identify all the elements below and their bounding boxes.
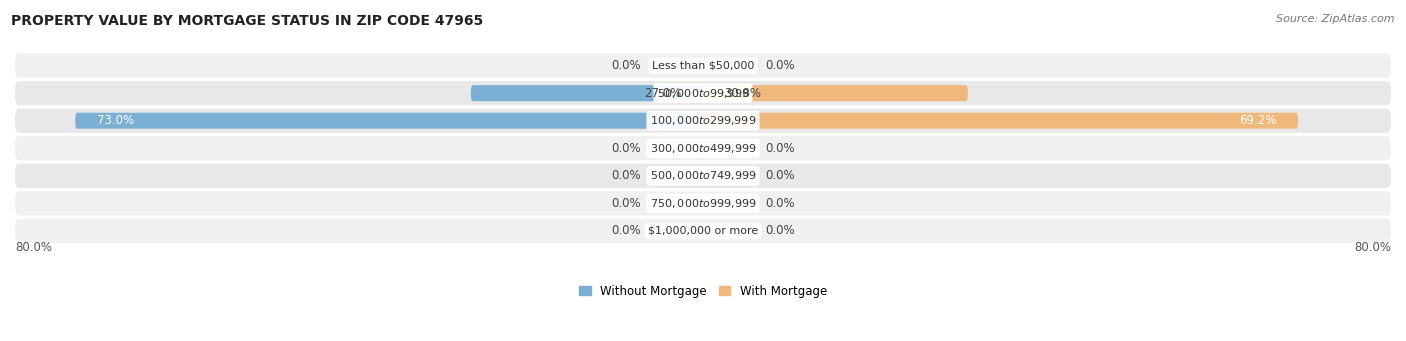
Text: 0.0%: 0.0% bbox=[612, 197, 641, 210]
Text: Less than $50,000: Less than $50,000 bbox=[652, 61, 754, 71]
Text: $750,000 to $999,999: $750,000 to $999,999 bbox=[650, 197, 756, 210]
FancyBboxPatch shape bbox=[703, 168, 755, 184]
Text: 73.0%: 73.0% bbox=[97, 114, 134, 127]
FancyBboxPatch shape bbox=[15, 108, 1391, 133]
Legend: Without Mortgage, With Mortgage: Without Mortgage, With Mortgage bbox=[574, 280, 832, 302]
Text: 0.0%: 0.0% bbox=[612, 169, 641, 182]
FancyBboxPatch shape bbox=[15, 219, 1391, 243]
Text: 0.0%: 0.0% bbox=[765, 169, 794, 182]
FancyBboxPatch shape bbox=[703, 140, 755, 156]
Text: $50,000 to $99,999: $50,000 to $99,999 bbox=[657, 87, 749, 100]
Text: 0.0%: 0.0% bbox=[765, 142, 794, 155]
Text: 0.0%: 0.0% bbox=[765, 197, 794, 210]
FancyBboxPatch shape bbox=[15, 164, 1391, 188]
Text: 0.0%: 0.0% bbox=[612, 142, 641, 155]
Text: 80.0%: 80.0% bbox=[1354, 241, 1391, 254]
Text: 0.0%: 0.0% bbox=[765, 224, 794, 237]
FancyBboxPatch shape bbox=[703, 85, 967, 101]
Text: PROPERTY VALUE BY MORTGAGE STATUS IN ZIP CODE 47965: PROPERTY VALUE BY MORTGAGE STATUS IN ZIP… bbox=[11, 14, 484, 28]
FancyBboxPatch shape bbox=[703, 195, 755, 211]
FancyBboxPatch shape bbox=[651, 195, 703, 211]
Text: $300,000 to $499,999: $300,000 to $499,999 bbox=[650, 142, 756, 155]
Text: $500,000 to $749,999: $500,000 to $749,999 bbox=[650, 169, 756, 182]
Text: 0.0%: 0.0% bbox=[765, 59, 794, 72]
Text: 0.0%: 0.0% bbox=[612, 224, 641, 237]
FancyBboxPatch shape bbox=[15, 54, 1391, 78]
FancyBboxPatch shape bbox=[75, 113, 703, 129]
FancyBboxPatch shape bbox=[703, 58, 755, 74]
FancyBboxPatch shape bbox=[703, 113, 1298, 129]
Text: $100,000 to $299,999: $100,000 to $299,999 bbox=[650, 114, 756, 127]
FancyBboxPatch shape bbox=[703, 223, 755, 239]
Text: 0.0%: 0.0% bbox=[612, 59, 641, 72]
Text: 80.0%: 80.0% bbox=[15, 241, 52, 254]
Text: 69.2%: 69.2% bbox=[1239, 114, 1277, 127]
FancyBboxPatch shape bbox=[471, 85, 703, 101]
FancyBboxPatch shape bbox=[651, 223, 703, 239]
FancyBboxPatch shape bbox=[651, 58, 703, 74]
Text: 30.8%: 30.8% bbox=[724, 87, 762, 100]
Text: $1,000,000 or more: $1,000,000 or more bbox=[648, 226, 758, 236]
FancyBboxPatch shape bbox=[15, 136, 1391, 160]
FancyBboxPatch shape bbox=[651, 168, 703, 184]
FancyBboxPatch shape bbox=[15, 81, 1391, 105]
Text: Source: ZipAtlas.com: Source: ZipAtlas.com bbox=[1277, 14, 1395, 24]
Text: 27.0%: 27.0% bbox=[644, 87, 682, 100]
FancyBboxPatch shape bbox=[651, 140, 703, 156]
FancyBboxPatch shape bbox=[15, 191, 1391, 216]
